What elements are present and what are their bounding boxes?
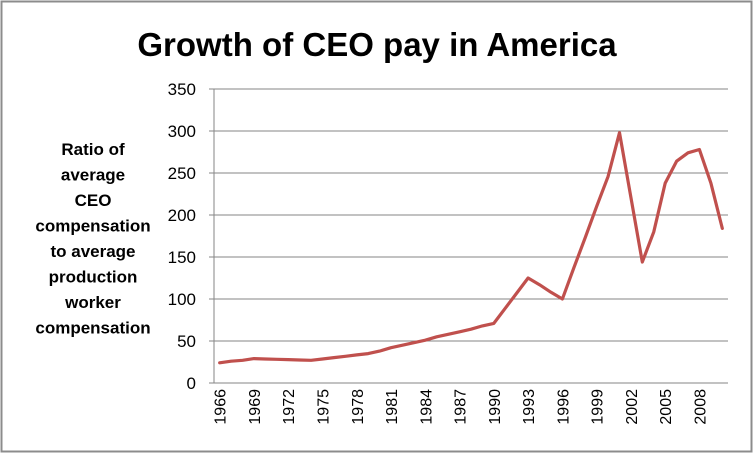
y-axis-title-line: average <box>61 166 125 185</box>
y-axis-title-line: compensation <box>35 319 150 338</box>
y-tick-label: 0 <box>187 374 196 393</box>
x-tick-label: 1972 <box>281 389 298 425</box>
x-tick-label: 1978 <box>350 389 367 425</box>
x-tick-label: 1987 <box>453 389 470 425</box>
x-tick-label: 2005 <box>658 389 675 425</box>
x-tick-label: 1975 <box>316 389 333 425</box>
y-axis-title-line: to average <box>50 242 135 261</box>
y-axis-title-line: Ratio of <box>61 140 125 159</box>
x-tick-label: 1969 <box>247 389 264 425</box>
x-tick-label: 1993 <box>521 389 538 425</box>
y-tick-label: 150 <box>168 248 196 267</box>
y-tick-label: 100 <box>168 290 196 309</box>
y-axis-title-line: worker <box>64 293 121 312</box>
x-tick-label: 1981 <box>384 389 401 425</box>
chart-title: Growth of CEO pay in America <box>137 26 617 63</box>
y-tick-label: 300 <box>168 122 196 141</box>
x-tick-label: 1999 <box>590 389 607 425</box>
y-tick-label: 350 <box>168 80 196 99</box>
x-tick-label: 1984 <box>418 389 435 425</box>
x-tick-label: 1966 <box>213 389 230 425</box>
x-tick-label: 1990 <box>487 389 504 425</box>
y-tick-label: 250 <box>168 164 196 183</box>
x-tick-label: 2008 <box>692 389 709 425</box>
x-tick-labels: 1966 1969 1972 1975 1978 1981 1984 1987 1990 1993… <box>213 389 710 425</box>
x-tick-label: 1996 <box>555 389 572 425</box>
y-axis-title-line: production <box>49 268 138 287</box>
y-tick-label: 50 <box>177 332 196 351</box>
y-axis-title-line: compensation <box>35 217 150 236</box>
x-tick-label: 2002 <box>624 389 641 425</box>
y-axis-title-line: CEO <box>75 191 112 210</box>
y-tick-label: 200 <box>168 206 196 225</box>
